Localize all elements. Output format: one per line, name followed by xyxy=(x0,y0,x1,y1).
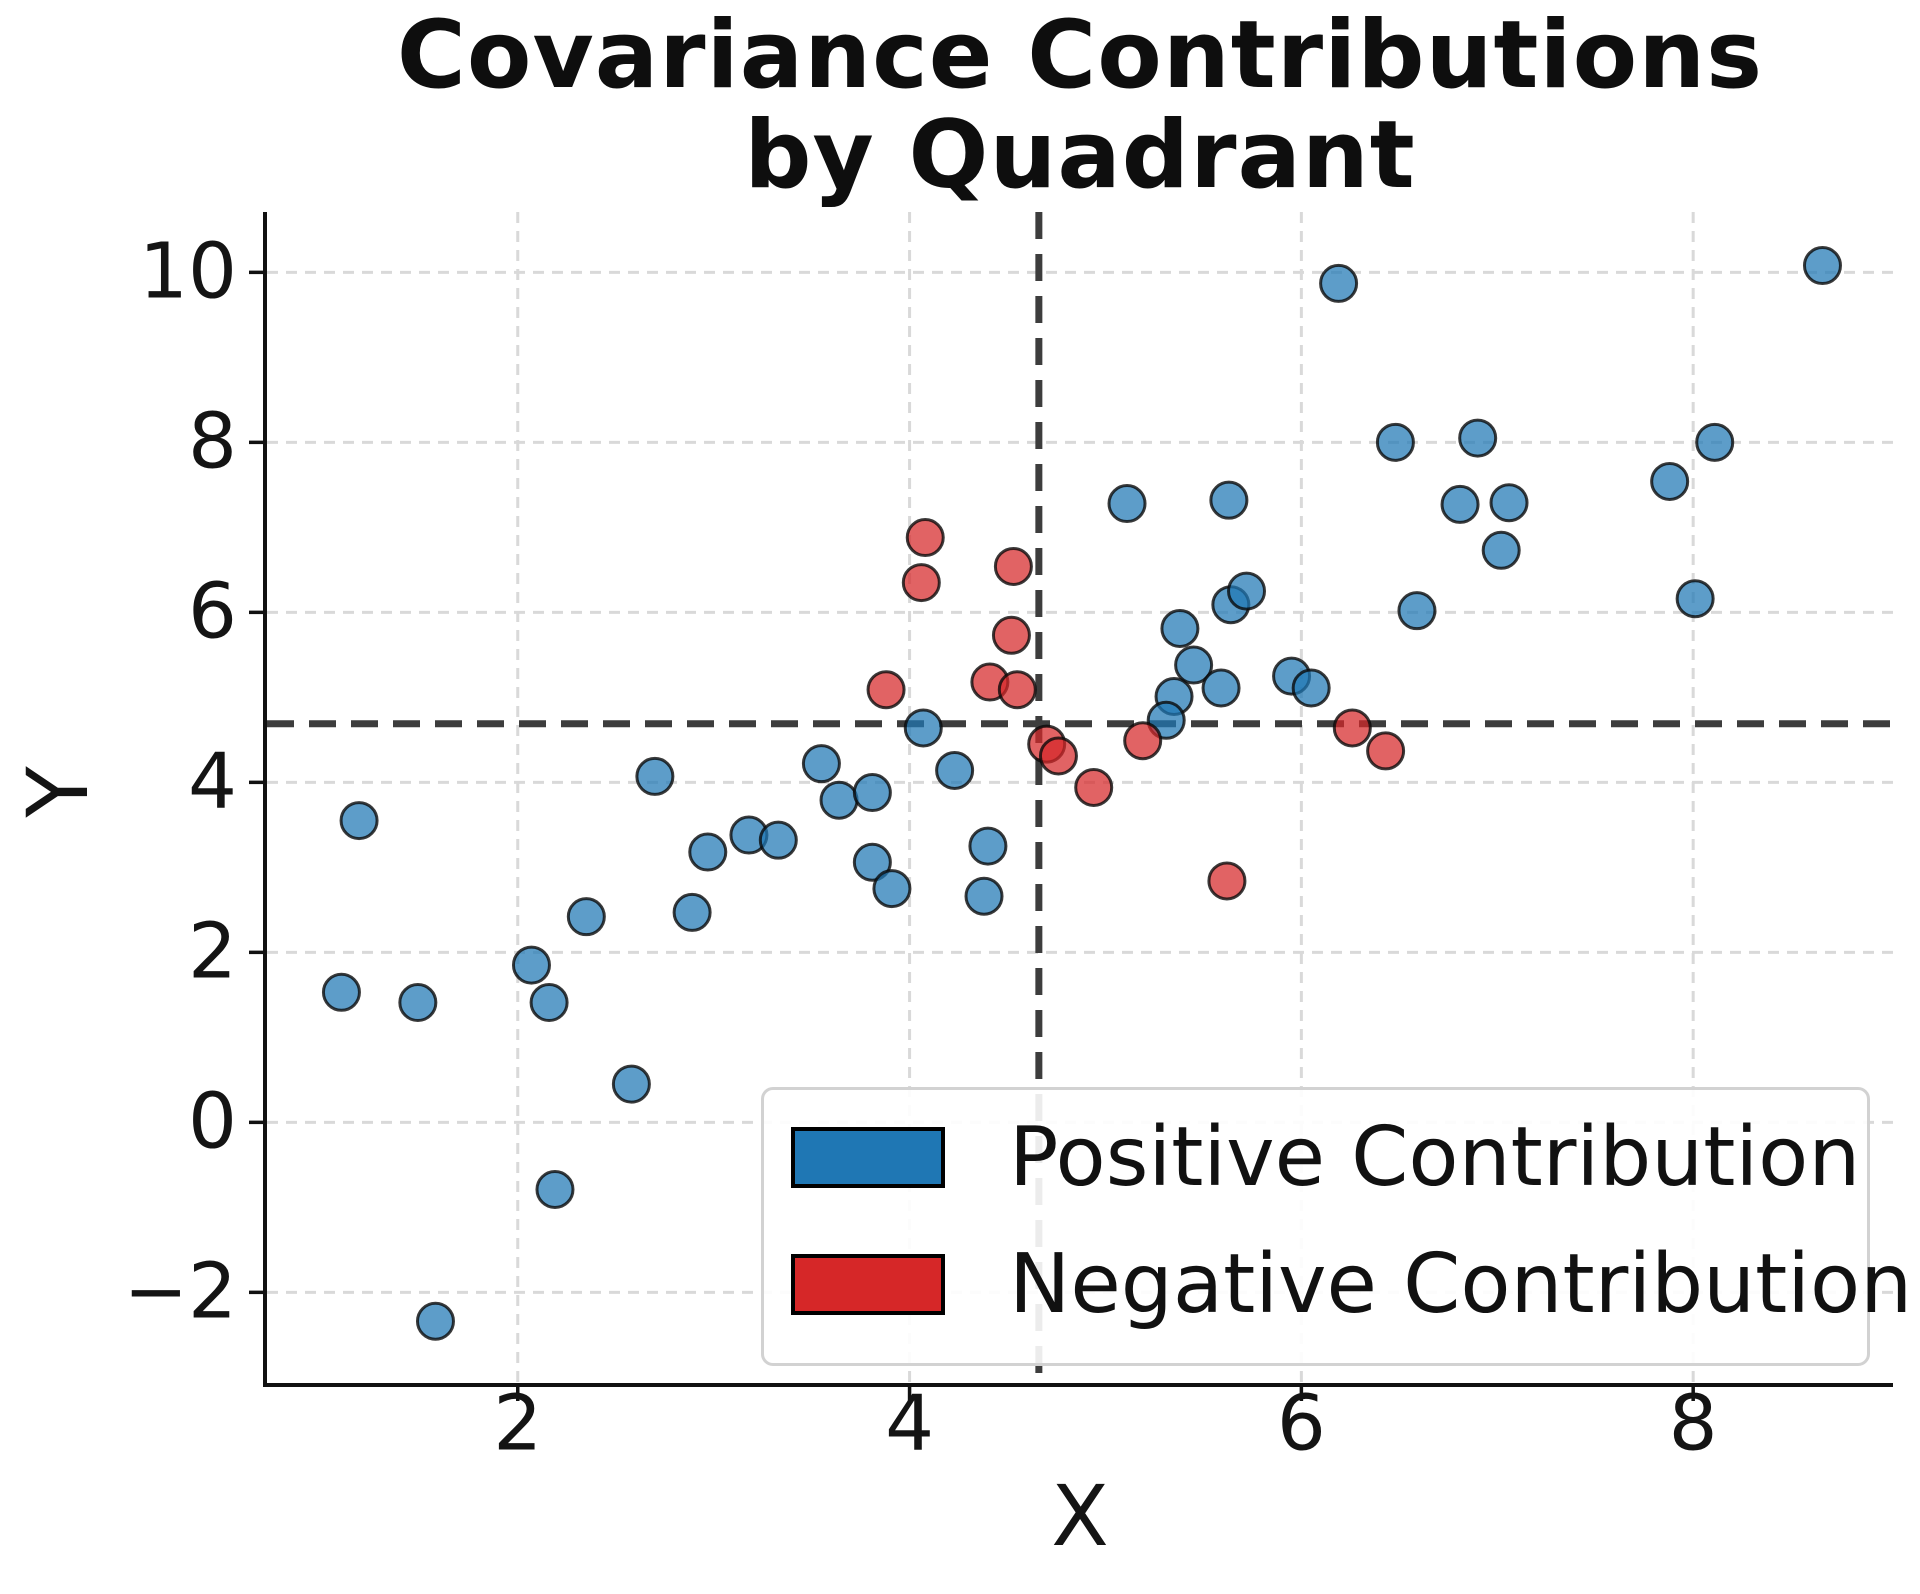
positive-contribution-swatch xyxy=(791,1127,945,1188)
negative-point xyxy=(901,563,941,603)
y-tick-label: 0 xyxy=(188,1077,237,1167)
negative-point xyxy=(1123,721,1163,761)
legend: Positive Contribution Negative Contribut… xyxy=(761,1087,1912,1366)
positive-point xyxy=(1458,418,1498,458)
legend-entry-positive: Positive Contribution xyxy=(791,1110,1861,1205)
chart-title-line-2: by Quadrant xyxy=(744,100,1416,210)
x-axis-label: X xyxy=(1051,1467,1109,1565)
positive-point xyxy=(1291,668,1331,708)
positive-point xyxy=(1489,483,1529,523)
positive-point xyxy=(1481,530,1521,570)
legend-entry-negative: Negative Contribution xyxy=(791,1237,1913,1332)
positive-point xyxy=(398,983,438,1022)
positive-point xyxy=(566,897,606,937)
positive-point xyxy=(903,708,943,748)
positive-point xyxy=(964,876,1004,916)
negative-contribution-swatch xyxy=(791,1254,945,1315)
legend-label-negative: Negative Contribution xyxy=(1009,1237,1913,1332)
negative-point xyxy=(993,546,1033,586)
positive-point xyxy=(339,801,379,841)
positive-point xyxy=(1107,484,1147,524)
positive-point xyxy=(1695,422,1735,462)
positive-point xyxy=(819,780,859,820)
negative-point xyxy=(997,670,1037,710)
positive-point xyxy=(1209,480,1249,520)
positive-point xyxy=(672,892,712,932)
y-tick-label: 8 xyxy=(188,397,237,487)
negative-point xyxy=(866,670,906,710)
positive-point xyxy=(1675,579,1715,619)
x-tick-label: 6 xyxy=(1276,1379,1326,1469)
y-axis-label: Y xyxy=(9,766,107,818)
positive-point xyxy=(529,983,569,1022)
positive-point xyxy=(852,773,892,813)
y-tick-label: 2 xyxy=(188,907,237,997)
y-tick-label: 6 xyxy=(188,567,237,657)
negative-point xyxy=(1207,861,1247,901)
y-tick-label: −2 xyxy=(123,1247,237,1337)
positive-point xyxy=(1397,591,1437,631)
positive-point xyxy=(1319,263,1359,303)
positive-point xyxy=(1174,645,1214,685)
positive-point xyxy=(872,869,912,909)
positive-point xyxy=(635,756,675,796)
negative-point xyxy=(905,518,945,558)
positive-point xyxy=(1227,571,1267,611)
x-tick-label: 2 xyxy=(493,1379,543,1469)
positive-point xyxy=(1802,246,1842,286)
legend-label-positive: Positive Contribution xyxy=(1009,1110,1861,1205)
positive-point xyxy=(688,832,728,872)
positive-point xyxy=(1201,668,1241,708)
positive-point xyxy=(935,750,975,790)
positive-point xyxy=(535,1170,575,1209)
negative-point xyxy=(1366,731,1406,771)
chart-title: Covariance Contributions by Quadrant xyxy=(267,6,1893,205)
positive-point xyxy=(968,826,1008,866)
x-tick-label: 4 xyxy=(885,1379,935,1469)
positive-point xyxy=(801,744,841,784)
positive-point xyxy=(415,1301,455,1341)
positive-point xyxy=(852,842,892,882)
y-tick-label: 10 xyxy=(139,227,237,317)
positive-point xyxy=(511,945,551,985)
positive-point xyxy=(1650,461,1690,501)
x-tick-label: 8 xyxy=(1668,1379,1718,1469)
positive-point xyxy=(1160,609,1200,648)
chart-title-line-1: Covariance Contributions xyxy=(396,1,1764,110)
positive-point xyxy=(1440,484,1480,524)
negative-point xyxy=(1074,767,1114,807)
positive-point xyxy=(1375,422,1415,462)
positive-point xyxy=(611,1064,651,1104)
positive-point xyxy=(758,820,798,860)
negative-point xyxy=(1332,708,1372,748)
negative-point xyxy=(991,615,1031,655)
y-tick-label: 4 xyxy=(188,737,237,827)
negative-point xyxy=(1038,736,1078,776)
positive-point xyxy=(321,972,361,1012)
